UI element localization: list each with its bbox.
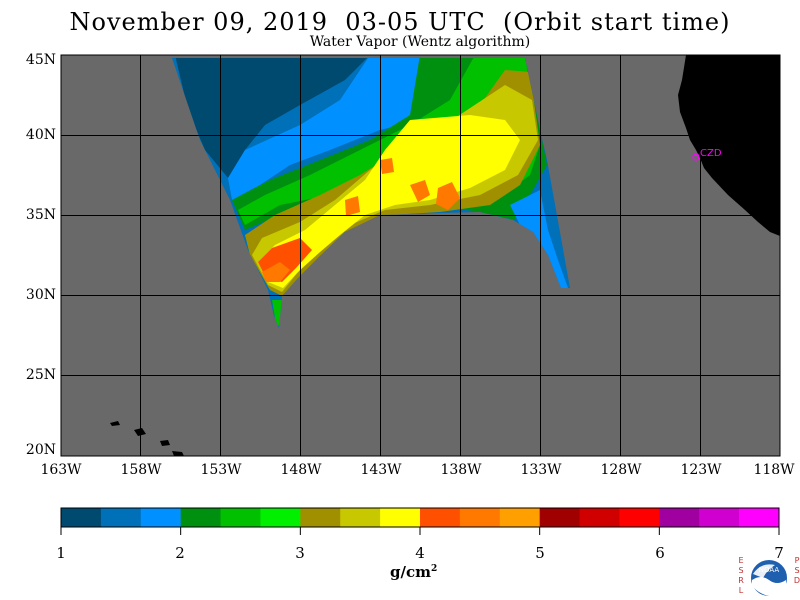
colorbar-segment bbox=[300, 508, 341, 527]
colorbar bbox=[60, 507, 780, 535]
colorbar-label-1: 1 bbox=[56, 544, 66, 562]
colorbar-segment bbox=[140, 508, 182, 527]
logo-letter: S bbox=[794, 566, 800, 575]
map-subtitle: Water Vapor (Wentz algorithm) bbox=[309, 34, 531, 50]
lon-label-138w: 138W bbox=[440, 462, 482, 478]
lon-label-163w: 163W bbox=[40, 462, 82, 478]
colorbar-segment bbox=[61, 508, 102, 527]
colorbar-label-4: 4 bbox=[415, 544, 425, 562]
colorbar-segment bbox=[180, 508, 222, 527]
lat-label-40n: 40N bbox=[25, 127, 56, 143]
colorbar-segment bbox=[659, 508, 700, 527]
colorbar-label-5: 5 bbox=[535, 544, 545, 562]
map-frame bbox=[60, 54, 781, 457]
logo-letter: E bbox=[738, 556, 744, 565]
colorbar-segment bbox=[579, 508, 620, 527]
lon-label-153w: 153W bbox=[200, 462, 242, 478]
colorbar-segment bbox=[699, 508, 740, 527]
colorbar-units-superscript: 2 bbox=[430, 564, 438, 574]
island-4 bbox=[172, 451, 184, 456]
lat-label-35n: 35N bbox=[25, 207, 56, 223]
coastline-land bbox=[678, 55, 780, 236]
lat-label-30n: 30N bbox=[25, 287, 56, 303]
colorbar-units: g/cm2 bbox=[390, 563, 437, 581]
station-label: CZD bbox=[700, 148, 722, 159]
island-3 bbox=[160, 440, 170, 446]
lon-label-118w: 118W bbox=[753, 462, 795, 478]
lat-label-25n: 25N bbox=[25, 367, 56, 383]
lat-label-45n: 45N bbox=[25, 52, 56, 68]
colorbar-segment bbox=[100, 508, 142, 527]
colorbar-segment bbox=[539, 508, 581, 527]
lat-label-20n: 20N bbox=[25, 442, 56, 458]
lon-label-148w: 148W bbox=[280, 462, 322, 478]
colorbar-label-3: 3 bbox=[295, 544, 305, 562]
colorbar-segment bbox=[459, 508, 501, 527]
colorbar-label-7: 7 bbox=[774, 544, 784, 562]
colorbar-segment bbox=[340, 508, 381, 527]
lon-label-128w: 128W bbox=[600, 462, 642, 478]
lon-label-133w: 133W bbox=[520, 462, 562, 478]
logo-letter: P bbox=[794, 556, 800, 565]
grid-lines bbox=[61, 55, 780, 456]
lon-label-158w: 158W bbox=[120, 462, 162, 478]
map-title: November 09, 2019 03-05 UTC (Orbit start… bbox=[69, 8, 731, 36]
colorbar-label-6: 6 bbox=[655, 544, 665, 562]
logo-letter: S bbox=[738, 566, 744, 575]
logo-letter: D bbox=[793, 576, 800, 585]
logo-letter: L bbox=[738, 586, 744, 595]
colorbar-segment bbox=[739, 508, 780, 527]
lon-label-123w: 123W bbox=[680, 462, 722, 478]
lon-label-143w: 143W bbox=[360, 462, 402, 478]
noaa-emblem-icon: NOAA bbox=[749, 558, 789, 598]
station-marker bbox=[692, 153, 700, 161]
colorbar-segment bbox=[260, 508, 301, 527]
island-1 bbox=[110, 421, 120, 426]
colorbar-label-2: 2 bbox=[175, 544, 185, 562]
colorbar-segment bbox=[499, 508, 541, 527]
logo-letter: R bbox=[738, 576, 744, 585]
colorbar-segment bbox=[380, 508, 421, 527]
colorbar-segment bbox=[619, 508, 660, 527]
colorbar-segment bbox=[220, 508, 261, 527]
noaa-logo-text: NOAA bbox=[759, 566, 780, 574]
colorbar-segment bbox=[420, 508, 461, 527]
colorbar-units-text: g/cm bbox=[390, 563, 431, 581]
